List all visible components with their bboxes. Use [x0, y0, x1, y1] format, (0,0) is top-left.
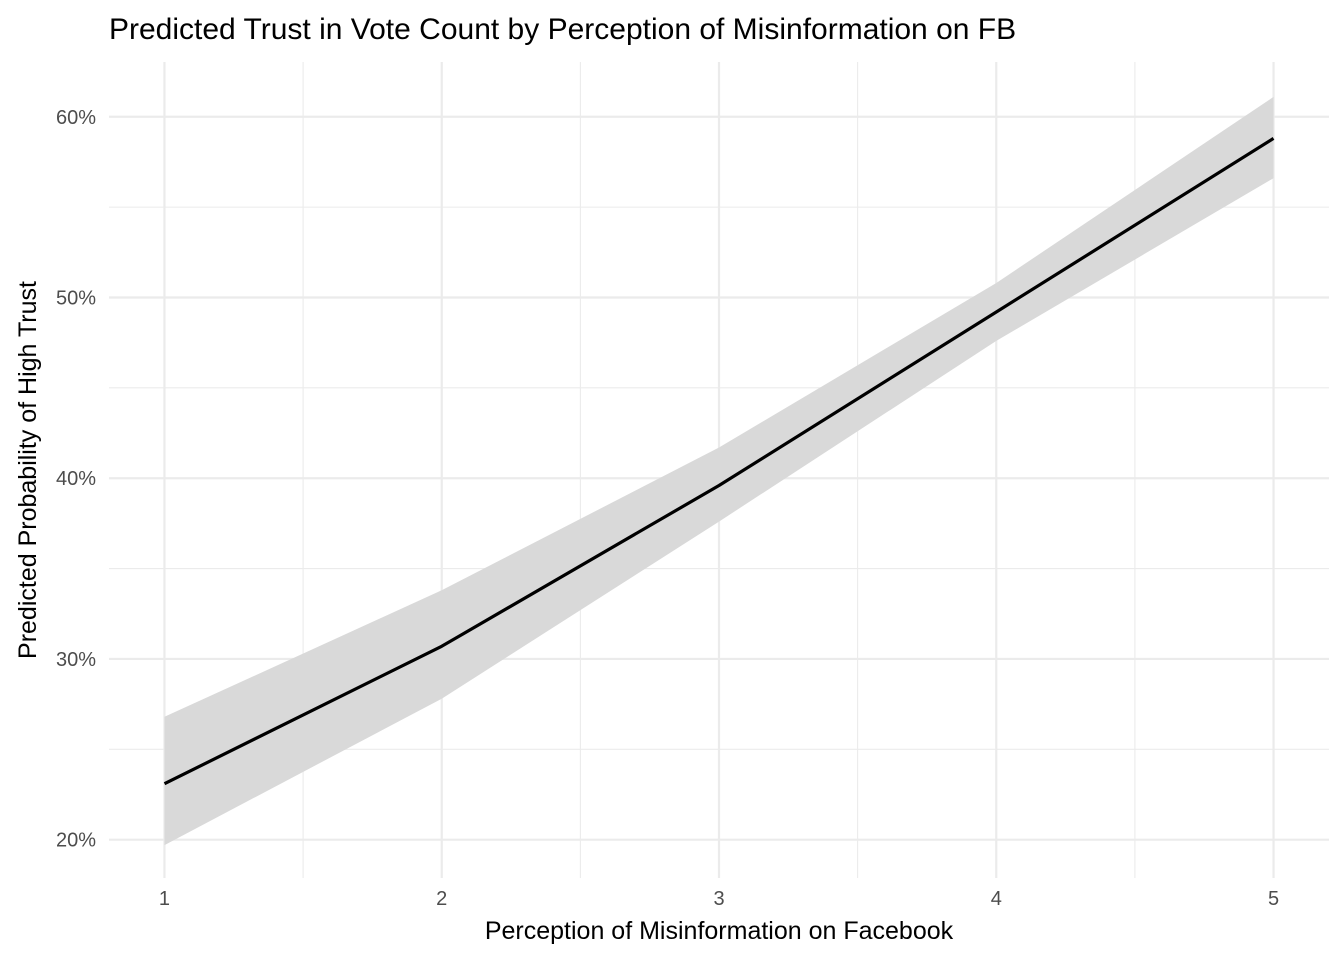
predicted-probability-line [163, 137, 1275, 786]
grid-layer [109, 62, 1329, 878]
x-tick-label: 1 [159, 888, 170, 910]
y-tick-label: 20% [56, 830, 96, 852]
x-tick-label: 4 [991, 888, 1002, 910]
series-line-layer [163, 137, 1275, 786]
confidence-ribbon-layer [164, 96, 1274, 846]
x-tick-label: 3 [713, 888, 724, 910]
x-axis-title: Perception of Misinformation on Facebook [485, 917, 954, 945]
y-tick-label: 50% [56, 287, 96, 309]
chart-title: Predicted Trust in Vote Count by Percept… [109, 13, 1016, 46]
y-tick-labels: 20% 30% 40% 50% 60% [56, 107, 96, 852]
x-tick-label: 2 [436, 888, 447, 910]
confidence-ribbon [164, 96, 1274, 846]
x-tick-label: 5 [1268, 888, 1279, 910]
y-axis-title: Predicted Probability of High Trust [14, 281, 42, 659]
y-tick-label: 30% [56, 649, 96, 671]
y-tick-label: 40% [56, 468, 96, 490]
x-tick-labels: 1 2 3 4 5 [159, 888, 1279, 910]
y-tick-label: 60% [56, 107, 96, 129]
